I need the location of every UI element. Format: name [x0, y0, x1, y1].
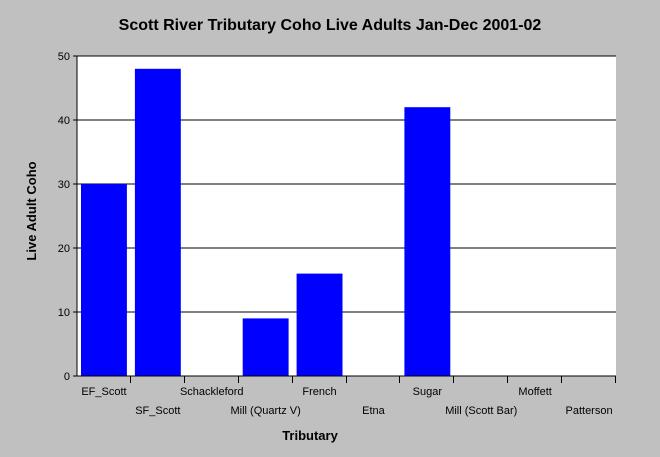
y-tick-label: 30: [58, 179, 70, 191]
x-tick-label: EF_Scott: [81, 386, 126, 398]
y-tick-label: 20: [58, 243, 70, 255]
x-tick-label: Etna: [362, 405, 386, 417]
y-tick-label: 50: [58, 51, 70, 63]
x-tick-label: Patterson: [566, 405, 613, 417]
y-tick-label: 10: [58, 307, 70, 319]
x-tick-label: Mill (Quartz V): [231, 405, 301, 417]
x-tick-label: Moffett: [518, 386, 551, 398]
chart-title: Scott River Tributary Coho Live Adults J…: [119, 17, 542, 34]
bars: [81, 68, 451, 377]
x-tick-label: French: [302, 386, 336, 398]
y-tick-label: 40: [58, 115, 70, 127]
axes: [73, 55, 616, 383]
x-tick-label: SF_Scott: [135, 405, 180, 417]
bar: [242, 318, 289, 376]
bar: [134, 68, 181, 377]
y-tick-label: 0: [64, 371, 70, 383]
y-axis-label: Live Adult Coho: [24, 161, 39, 260]
x-axis-label: Tributary: [282, 428, 338, 443]
bar: [296, 273, 343, 376]
bar: [81, 184, 127, 376]
bar: [404, 107, 451, 376]
x-tick-label: Mill (Scott Bar): [445, 405, 517, 417]
x-tick-label: Schackleford: [180, 386, 244, 398]
x-tick-label: Sugar: [413, 386, 443, 398]
y-tick-labels: 0 10 20 30 40 50: [58, 51, 70, 383]
